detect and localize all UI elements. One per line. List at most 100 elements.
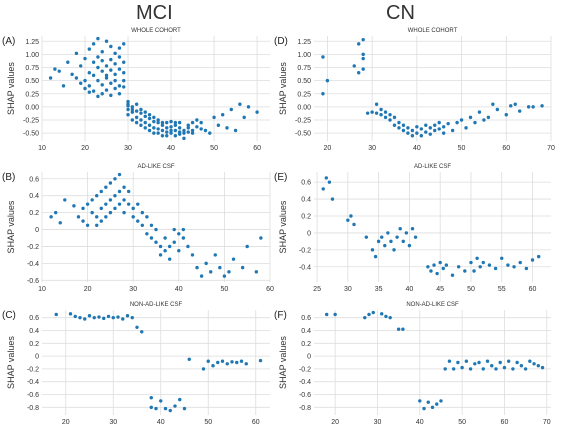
data-point bbox=[459, 118, 464, 122]
panel-letter: (A) bbox=[2, 36, 15, 47]
data-point bbox=[386, 231, 390, 235]
data-point bbox=[134, 109, 139, 113]
data-point bbox=[365, 111, 370, 115]
data-point bbox=[487, 263, 492, 267]
data-point bbox=[95, 223, 99, 228]
x-tick-label: 55 bbox=[498, 286, 506, 293]
data-point bbox=[481, 260, 485, 265]
data-point bbox=[116, 315, 120, 319]
y-tick-label: 0 bbox=[307, 354, 311, 361]
data-point bbox=[130, 315, 134, 320]
data-point bbox=[464, 359, 469, 363]
panel-a: -0.50 -0.25 0.00 0.25 0.50 0.75 1.00 1.25 10 20 30… bbox=[2, 28, 270, 152]
data-point bbox=[190, 253, 195, 257]
data-point bbox=[195, 118, 199, 122]
data-point bbox=[255, 110, 259, 114]
data-point bbox=[104, 185, 108, 189]
data-point bbox=[330, 197, 335, 201]
panel-letter: (E) bbox=[274, 172, 287, 183]
data-point bbox=[95, 193, 99, 198]
data-point bbox=[104, 76, 109, 80]
data-point bbox=[85, 223, 90, 228]
data-point bbox=[117, 67, 122, 71]
data-point bbox=[225, 362, 229, 366]
y-tick-label: 1.25 bbox=[297, 39, 311, 46]
data-point bbox=[177, 232, 181, 236]
data-point bbox=[48, 76, 53, 80]
data-point bbox=[96, 36, 100, 41]
data-point bbox=[178, 397, 182, 402]
data-point bbox=[122, 71, 126, 75]
data-point bbox=[145, 215, 149, 219]
data-point bbox=[140, 210, 145, 215]
data-point bbox=[187, 357, 191, 361]
data-point bbox=[463, 269, 467, 273]
data-point bbox=[117, 55, 122, 59]
data-point bbox=[100, 58, 104, 63]
data-point bbox=[388, 315, 392, 320]
data-point bbox=[513, 102, 517, 106]
x-tick-label: 60 bbox=[253, 145, 261, 152]
data-point bbox=[346, 218, 350, 222]
data-point bbox=[410, 128, 415, 133]
data-point bbox=[63, 198, 67, 202]
data-point bbox=[163, 248, 167, 253]
data-point bbox=[361, 67, 365, 71]
data-point bbox=[139, 118, 143, 122]
data-point bbox=[418, 399, 422, 403]
panel-letter: (F) bbox=[274, 310, 287, 321]
data-point bbox=[477, 360, 481, 365]
data-point bbox=[143, 120, 147, 125]
data-point bbox=[53, 67, 57, 71]
data-point bbox=[122, 60, 126, 64]
data-point bbox=[212, 115, 216, 120]
data-point bbox=[126, 189, 131, 194]
y-tick-label: -0.2 bbox=[27, 366, 39, 373]
y-tick-label: -0.2 bbox=[299, 366, 311, 373]
data-point bbox=[472, 269, 476, 273]
data-point bbox=[130, 118, 135, 122]
data-point bbox=[79, 81, 83, 85]
data-point bbox=[100, 50, 104, 54]
y-tick-label: -0.25 bbox=[295, 118, 311, 125]
data-point bbox=[239, 359, 244, 363]
data-point bbox=[169, 128, 173, 133]
data-point bbox=[167, 257, 172, 261]
data-point bbox=[167, 244, 172, 249]
data-point bbox=[104, 215, 108, 219]
data-point bbox=[240, 265, 245, 270]
x-tick-label: 30 bbox=[368, 145, 376, 152]
data-point bbox=[401, 327, 405, 331]
data-point bbox=[209, 270, 213, 274]
data-point bbox=[502, 365, 507, 370]
data-point bbox=[379, 107, 383, 112]
data-point bbox=[199, 120, 203, 125]
data-point bbox=[186, 123, 190, 127]
data-point bbox=[177, 248, 181, 253]
data-point bbox=[122, 78, 126, 83]
data-point bbox=[383, 115, 388, 120]
data-point bbox=[61, 84, 66, 88]
data-point bbox=[72, 204, 76, 208]
data-point bbox=[491, 102, 495, 106]
data-point bbox=[464, 126, 468, 130]
data-point bbox=[422, 406, 426, 411]
data-point bbox=[91, 73, 96, 78]
data-point bbox=[518, 260, 522, 265]
data-point bbox=[68, 312, 73, 316]
data-point bbox=[104, 39, 109, 43]
data-point bbox=[70, 72, 74, 77]
data-point bbox=[398, 226, 402, 231]
data-point bbox=[392, 123, 397, 127]
data-point bbox=[199, 127, 203, 131]
y-tick-label: 0.50 bbox=[297, 78, 311, 85]
data-point bbox=[85, 202, 90, 206]
y-tick-label: 0.6 bbox=[301, 180, 311, 187]
data-point bbox=[498, 360, 502, 365]
x-tick-label: 50 bbox=[210, 145, 218, 152]
y-tick-label: 0.25 bbox=[25, 91, 39, 98]
data-point bbox=[113, 72, 117, 77]
data-point bbox=[424, 130, 428, 134]
y-tick-label: -0.4 bbox=[27, 379, 39, 386]
